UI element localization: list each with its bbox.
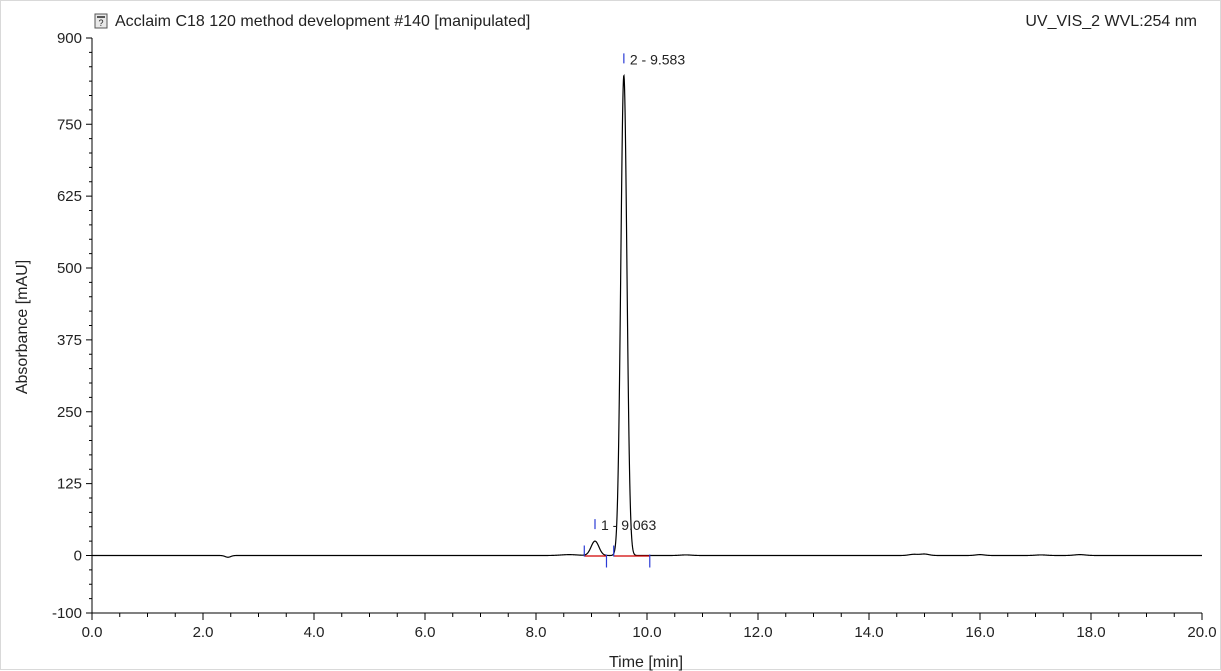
y-tick-label: 500	[57, 260, 82, 277]
x-tick-label: 10.0	[632, 624, 661, 641]
chart-title: Acclaim C18 120 method development #140 …	[115, 13, 530, 30]
y-tick-label: -100	[52, 605, 82, 622]
y-tick-label: 0	[74, 548, 82, 565]
x-tick-label: 14.0	[854, 624, 883, 641]
x-tick-label: 20.0	[1187, 624, 1216, 641]
channel-label: UV_VIS_2 WVL:254 nm	[1025, 13, 1197, 30]
x-tick-label: 18.0	[1076, 624, 1105, 641]
x-tick-label: 16.0	[965, 624, 994, 641]
x-axis-label: Time [min]	[609, 654, 683, 671]
y-tick-label: 625	[57, 188, 82, 205]
y-tick-label: 375	[57, 332, 82, 349]
x-tick-label: 6.0	[415, 624, 436, 641]
signal-trace	[92, 73, 1202, 558]
y-axis-label: Absorbance [mAU]	[14, 260, 31, 394]
y-tick-label: 250	[57, 404, 82, 421]
title-icon: ?	[94, 13, 108, 29]
x-tick-label: 0.0	[82, 624, 103, 641]
y-tick-label: 125	[57, 476, 82, 493]
x-tick-label: 8.0	[526, 624, 547, 641]
peak-label: 1 - 9.063	[601, 517, 656, 533]
x-tick-label: 12.0	[743, 624, 772, 641]
y-tick-label: 900	[57, 30, 82, 47]
plot-area: -100 0 125 250 375 500 625 750 900 0.0 2.0 4.0 6.0 8.…	[52, 30, 1217, 641]
x-tick-label: 4.0	[304, 624, 325, 641]
svg-text:?: ?	[98, 18, 103, 28]
peak-label: 2 - 9.583	[630, 51, 685, 67]
y-tick-label: 750	[57, 116, 82, 133]
x-tick-label: 2.0	[193, 624, 214, 641]
